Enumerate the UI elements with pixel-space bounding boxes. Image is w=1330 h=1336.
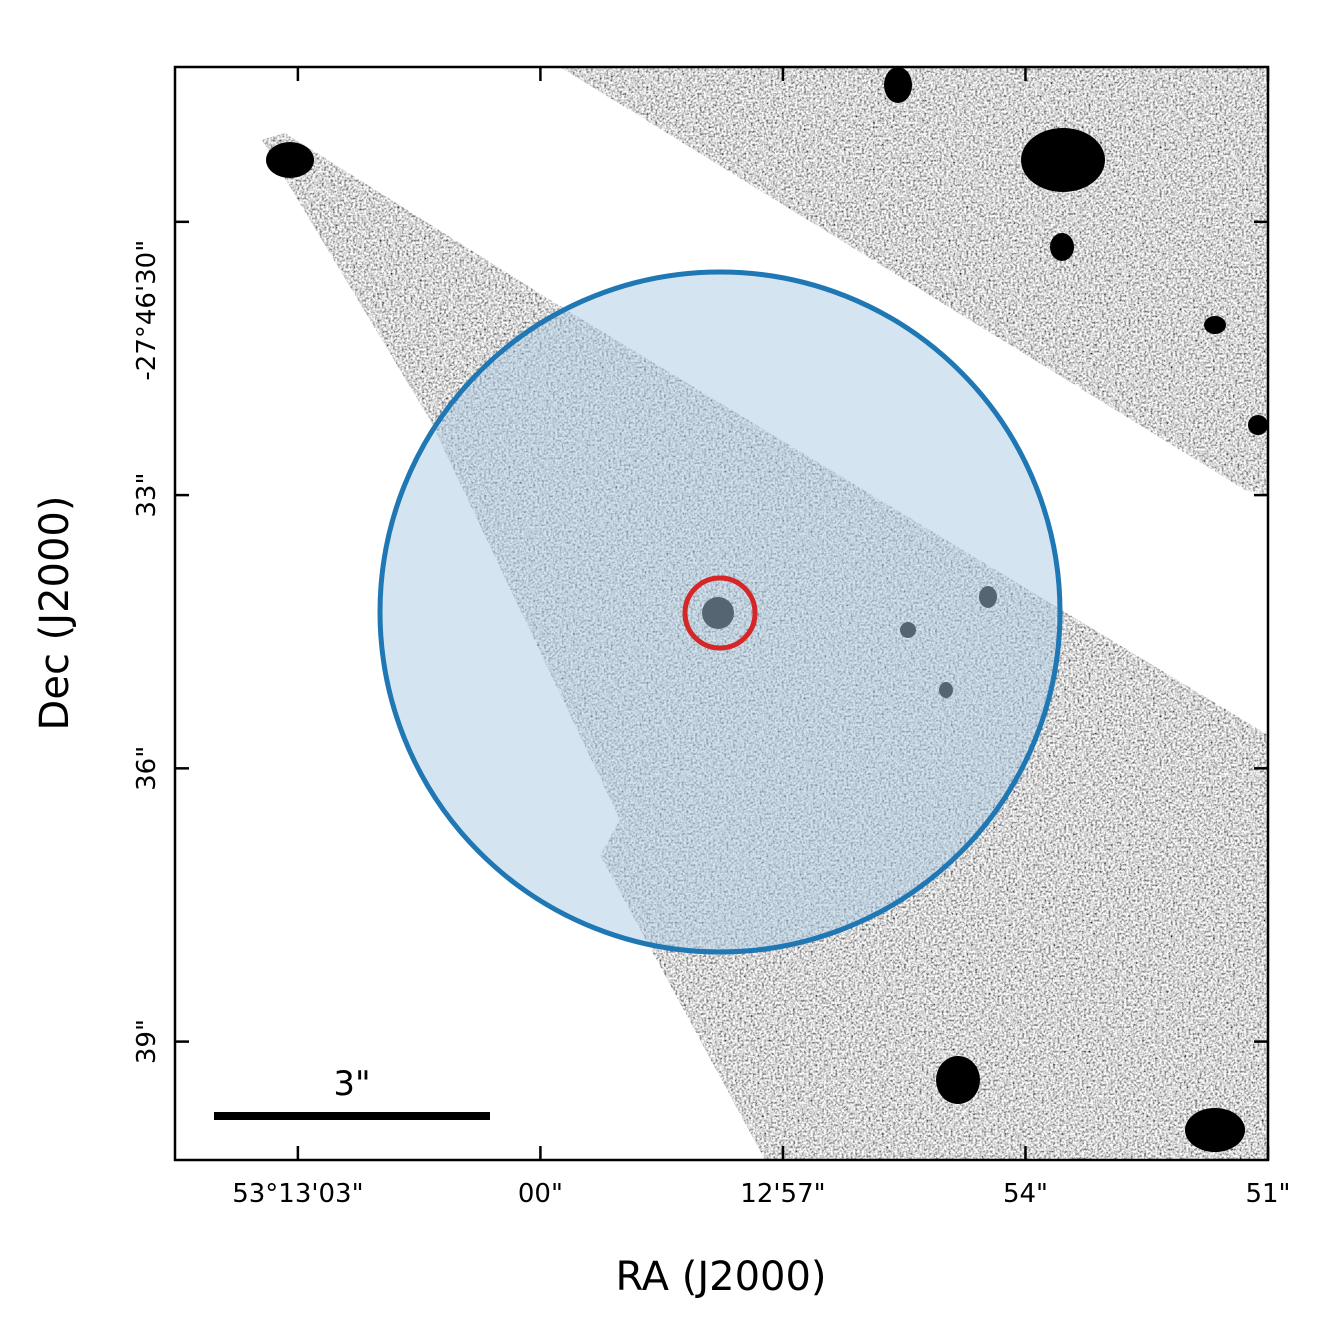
y-axis-label: Dec (J2000) — [32, 496, 78, 731]
x-tick-label: 12'57" — [740, 1179, 825, 1209]
scale-bar-label: 3" — [333, 1064, 370, 1104]
sky-image — [262, 67, 1268, 1160]
extraction-region — [377, 269, 1063, 955]
y-tick-label: 36" — [132, 746, 162, 791]
x-tick-label: 51" — [1245, 1179, 1290, 1209]
y-tick-label: 33" — [132, 473, 162, 518]
y-tick-label: -27°46'30" — [132, 240, 162, 381]
y-tick-label: 39" — [132, 1019, 162, 1064]
x-axis-label: RA (J2000) — [615, 1254, 826, 1300]
source-marker — [682, 575, 758, 651]
x-tick-label: 54" — [1003, 1179, 1048, 1209]
x-tick-label: 53°13'03" — [232, 1179, 363, 1209]
x-tick-label: 00" — [518, 1179, 563, 1209]
frame — [173, 65, 1270, 1162]
